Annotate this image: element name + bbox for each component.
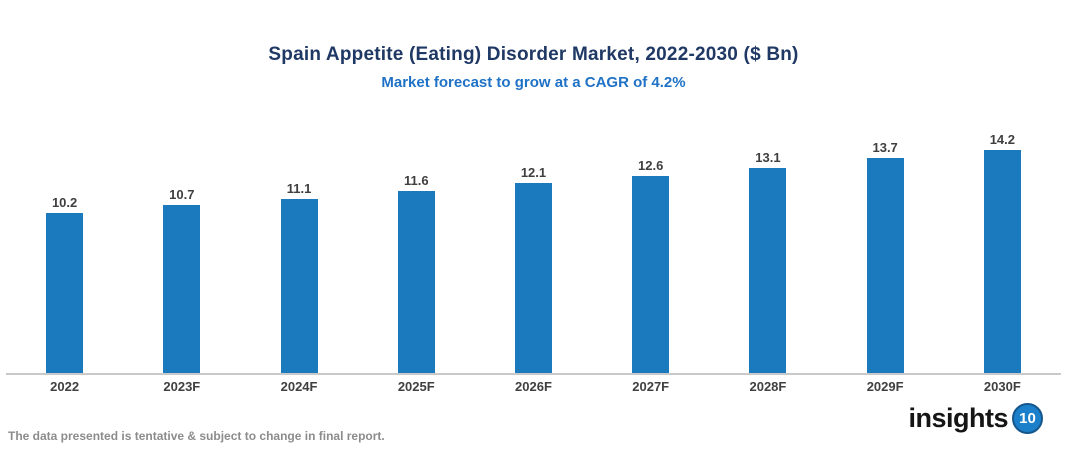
x-tick-label: 2029F [866,379,904,394]
chart-subtitle: Market forecast to grow at a CAGR of 4.2… [381,74,686,91]
bar-column: 12.6 [592,130,709,373]
bar [749,167,787,373]
bar-column: 11.6 [358,130,475,373]
x-tick-label: 2028F [749,379,787,394]
bar [983,150,1021,373]
bar [397,191,435,373]
x-axis-labels: 2022 2023F 2024F 2025F 2026F 2027F 2028F 2029F 2… [6,379,1061,394]
bar [163,205,201,373]
bar-value-label: 14.2 [989,132,1016,148]
bar-value-label: 10.2 [51,195,78,211]
disclaimer-note: The data presented is tentative & subjec… [8,429,385,443]
insights10-logo: insights 10 [908,403,1043,434]
logo-text: insights [908,403,1008,433]
bar-value-label: 13.7 [872,140,898,156]
bar-value-label: 11.6 [403,173,429,189]
x-tick-label: 2022 [50,379,80,394]
logo-badge-icon: 10 [1012,403,1043,434]
bar-column: 10.2 [6,130,123,373]
x-tick-label: 2023F [163,379,201,394]
bar-value-label: 11.1 [286,181,312,196]
x-tick-label: 2026F [515,379,552,394]
x-tick-label: 2025F [397,379,435,394]
bar-column: 13.7 [827,130,944,373]
x-tick-label: 2024F [280,379,318,394]
bar-column: 13.1 [709,130,826,373]
bar-column: 14.2 [944,130,1061,373]
bar-column: 10.7 [123,130,240,373]
bar-value-label: 13.1 [755,149,781,165]
bar-value-label: 10.7 [169,187,195,203]
bar [866,158,904,373]
bar-value-label: 12.1 [520,165,547,181]
bar [46,213,84,373]
bar-value-label: 12.6 [638,157,664,173]
chart-title: Spain Appetite (Eating) Disorder Market,… [268,44,799,65]
bar-chart: 10.2 10.7 11.1 11.6 12.1 12.6 13.1 13.7 14.2 [6,130,1061,375]
bar [632,175,670,373]
bar-column: 12.1 [475,130,592,373]
x-tick-label: 2027F [632,379,670,394]
bar-column: 11.1 [240,130,357,373]
bar [280,199,318,373]
bar [514,183,552,373]
x-tick-label: 2030F [983,379,1021,394]
